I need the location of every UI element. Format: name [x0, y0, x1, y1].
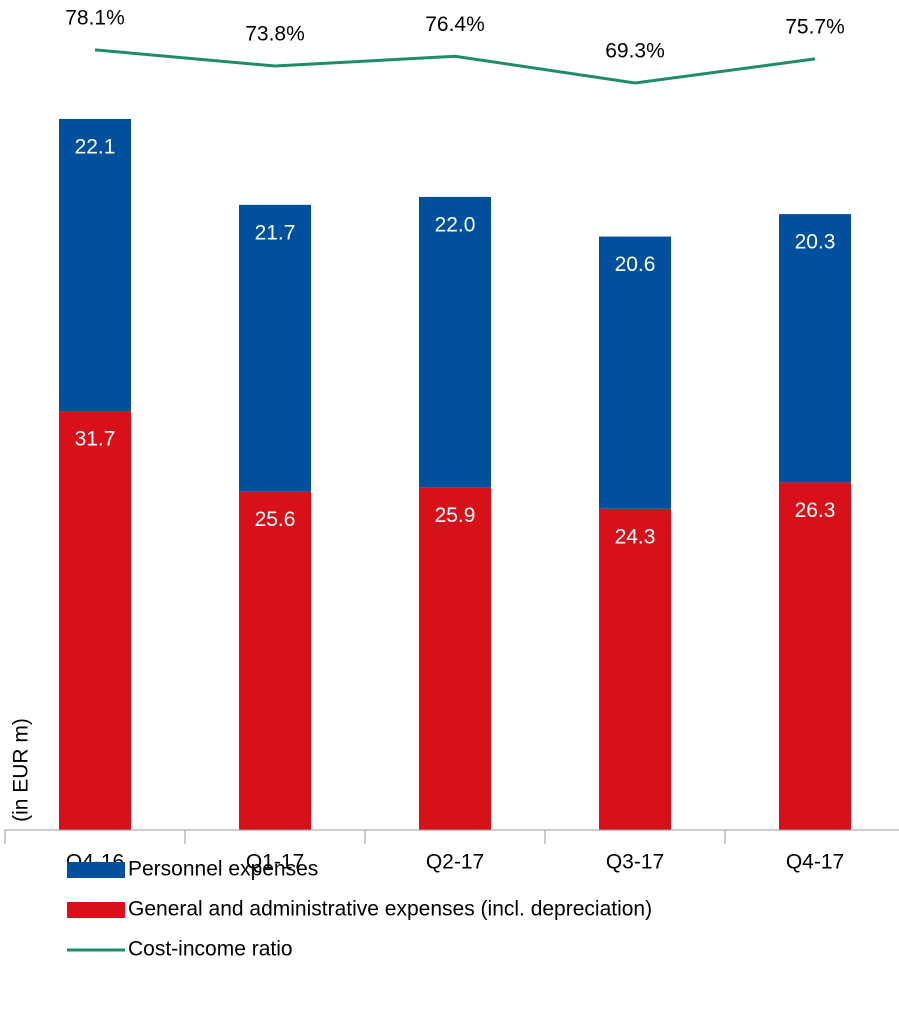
x-tick-label: Q1-17	[246, 851, 304, 874]
bar-segment	[239, 491, 311, 830]
data-label: 25.9	[435, 504, 476, 527]
legend-swatch	[67, 862, 125, 878]
bar-segment	[779, 482, 851, 830]
bar-segment	[239, 204, 311, 492]
legend-label: Personnel expenses	[128, 858, 318, 881]
x-tick-label: Q4-17	[786, 851, 844, 874]
data-label: 21.7	[255, 221, 296, 244]
data-label: 26.3	[795, 499, 836, 522]
data-label: 24.3	[615, 525, 656, 548]
x-tick-label: Q3-17	[606, 851, 664, 874]
data-label: 20.3	[795, 231, 836, 254]
data-label: 22.1	[75, 135, 116, 158]
data-label: 20.6	[615, 253, 656, 276]
data-label: 73.8%	[245, 23, 305, 46]
data-label: 22.0	[435, 213, 476, 236]
data-label: 75.7%	[785, 15, 845, 38]
legend-label: General and administrative expenses (inc…	[128, 898, 652, 921]
data-label: 76.4%	[425, 13, 485, 36]
bar-segment	[59, 118, 131, 412]
x-tick-label: Q2-17	[426, 851, 484, 874]
data-label: 69.3%	[605, 40, 665, 63]
data-label: 78.1%	[65, 6, 125, 29]
line	[94, 48, 816, 85]
bar-segment	[419, 487, 491, 830]
bar-segment	[779, 214, 851, 483]
data-label: 31.7	[75, 428, 116, 451]
bar-segment	[59, 411, 131, 830]
data-label: 25.6	[255, 508, 296, 531]
y-axis-label: (in EUR m)	[10, 718, 33, 822]
bar-segment	[599, 236, 671, 509]
legend-swatch	[67, 902, 125, 918]
bar-segment	[419, 196, 491, 488]
legend-label: Cost-income ratio	[128, 938, 293, 961]
bar-segment	[599, 508, 671, 830]
